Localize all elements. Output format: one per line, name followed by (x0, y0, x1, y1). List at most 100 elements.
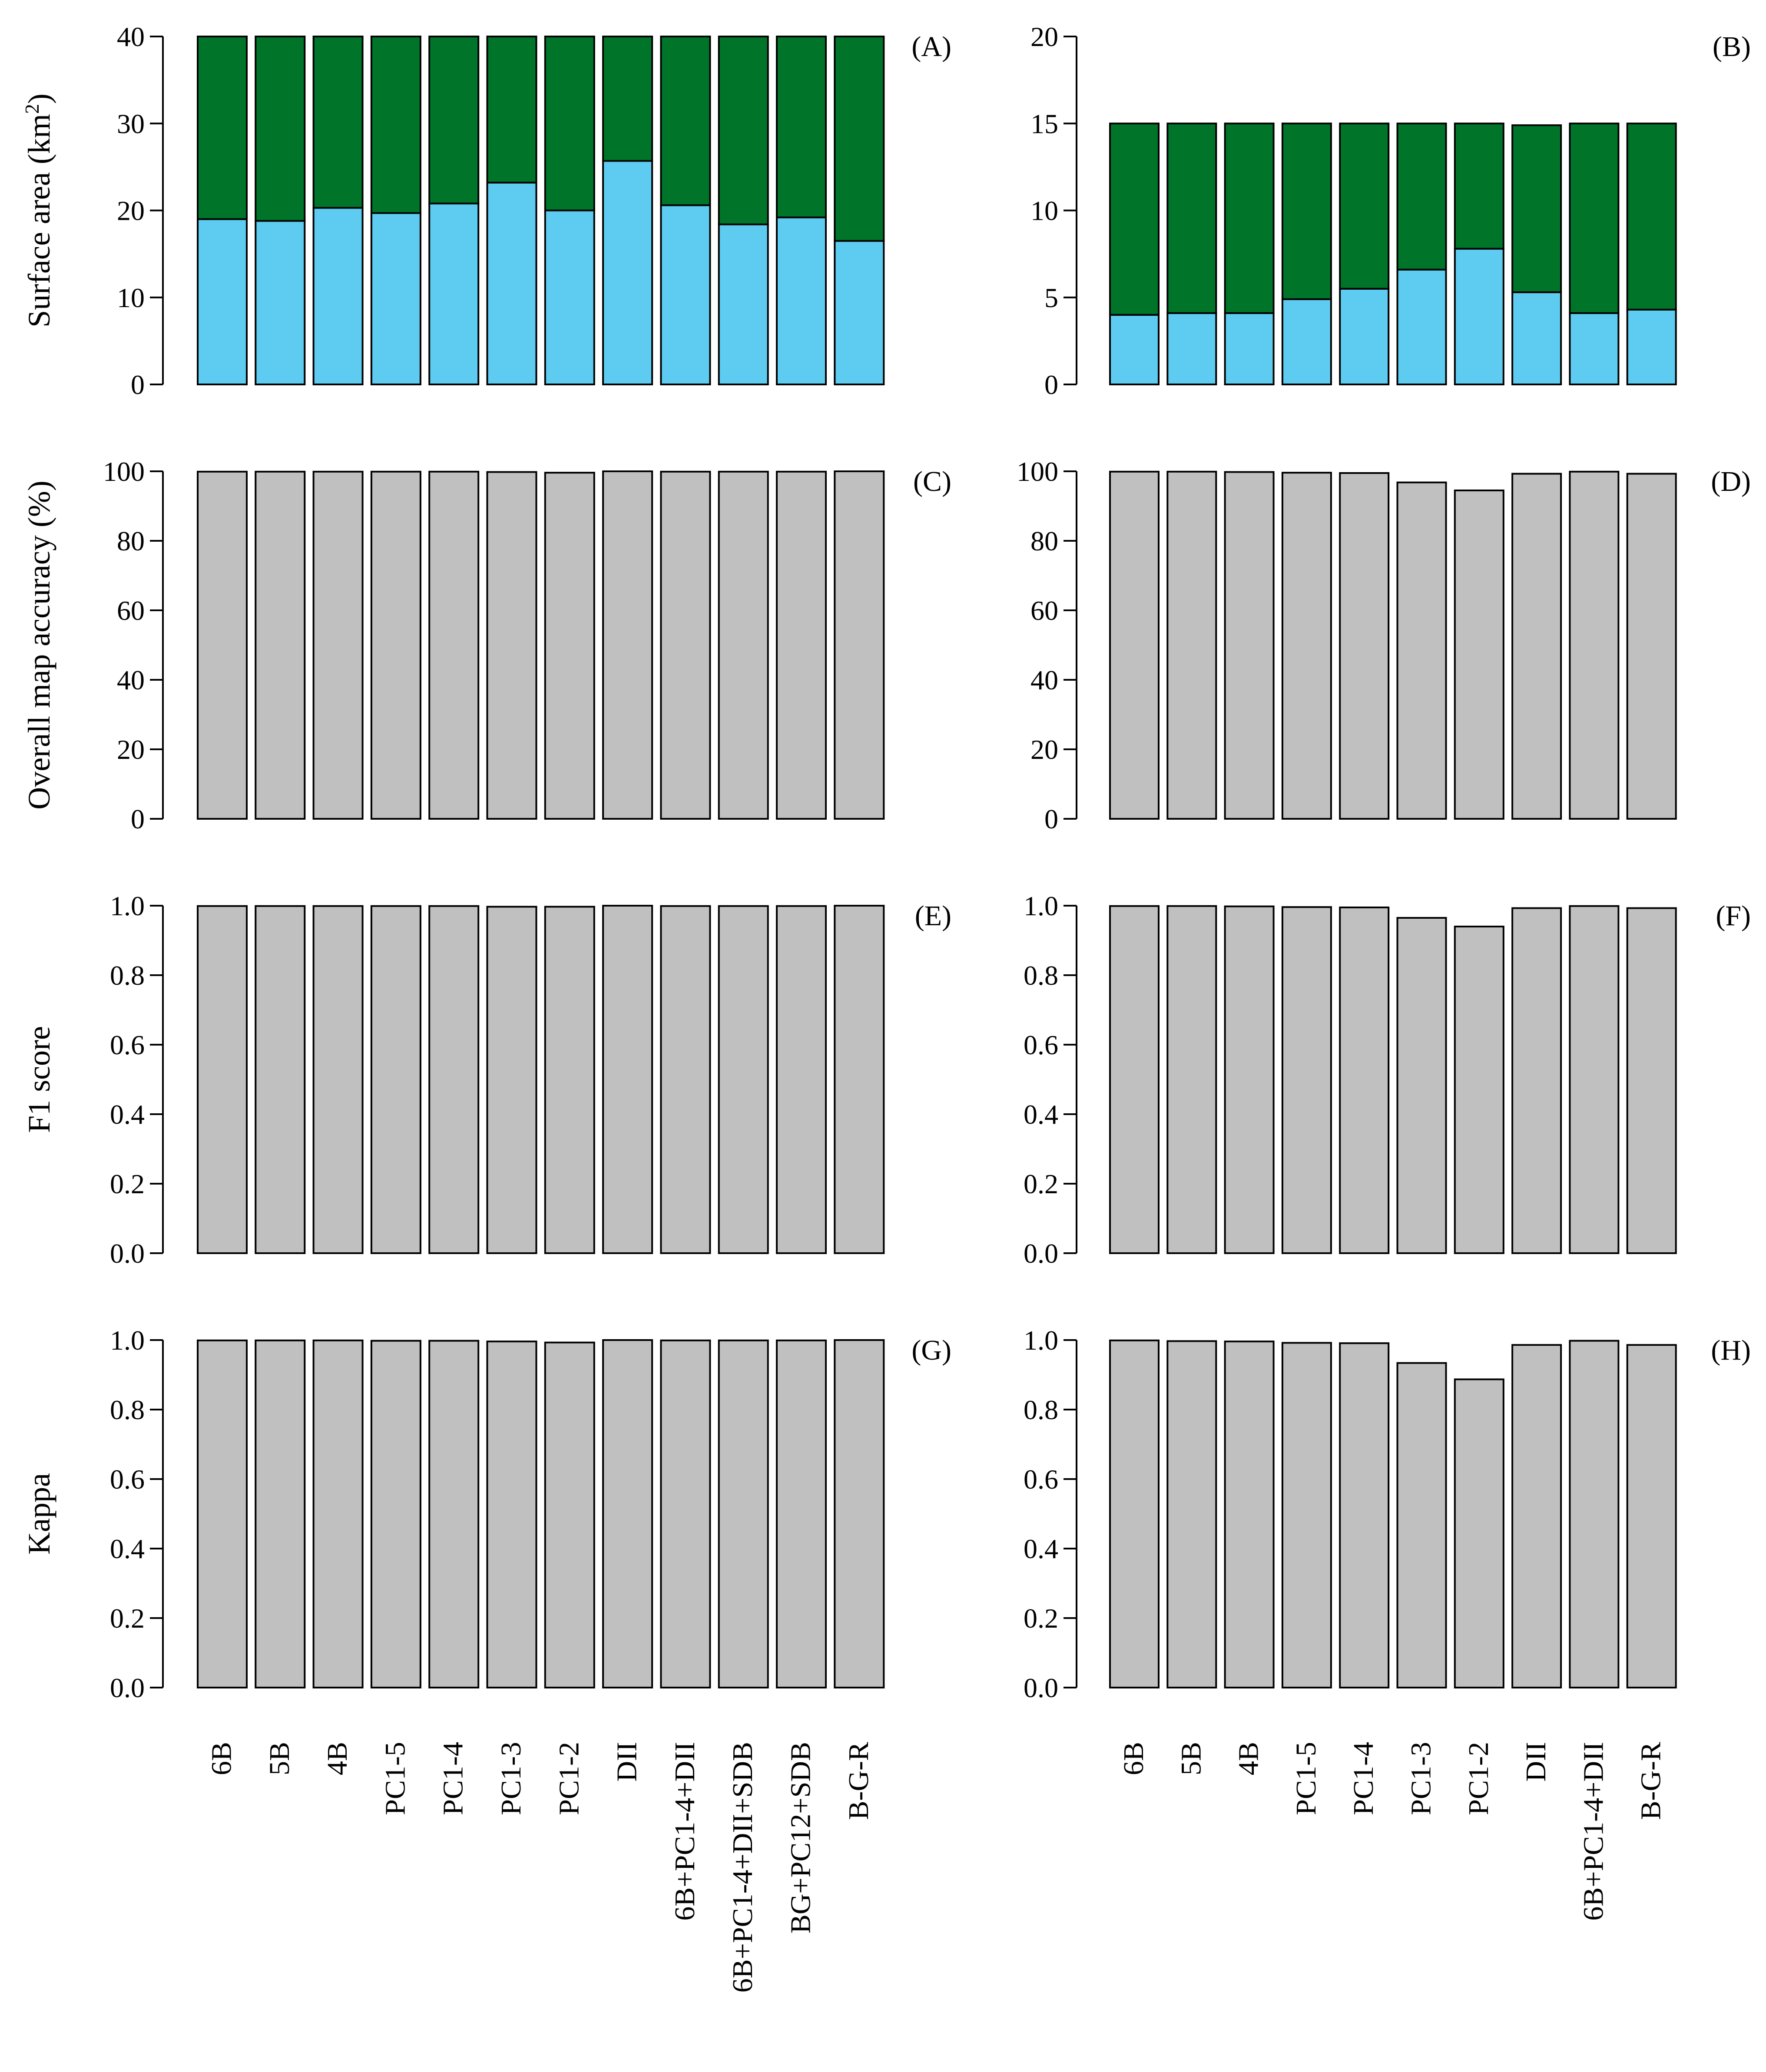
y-tick-label: 0 (1044, 804, 1058, 834)
y-tick-label: 0.4 (110, 1533, 145, 1564)
bar-water (486, 182, 537, 385)
panel-d: 0 20 40 60 80 100 (D) (1017, 456, 1751, 834)
y-tick-label: 40 (1030, 665, 1058, 695)
bar-accuracy (1281, 906, 1332, 1254)
category-label: PC1-3 (1405, 1742, 1437, 1815)
panel-f: 0.0 0.2 0.4 0.6 0.8 1.0 (F) (1024, 890, 1751, 1269)
bar-water (1281, 298, 1332, 385)
bar-accuracy (1454, 926, 1504, 1254)
bar-accuracy (776, 905, 827, 1254)
category-label: PC1-4 (437, 1742, 469, 1815)
y-tick-label: 20 (117, 734, 145, 765)
category-label: PC1-3 (495, 1742, 527, 1815)
y-tick-label: 40 (117, 21, 145, 52)
y-tick-label: 0.0 (110, 1238, 145, 1269)
bar-accuracy (1224, 1341, 1275, 1688)
panel-h: 0.0 0.2 0.4 0.6 0.8 1.0 (H) 6B 5B 4B PC1-5 PC1-4 PC1… (1024, 1325, 1751, 1921)
y-tick-label: 1.0 (110, 890, 145, 921)
bar-accuracy (544, 472, 595, 820)
category-label: B-G-R (1635, 1742, 1667, 1820)
y-tick-label: 0.4 (1024, 1099, 1058, 1130)
bar-vegetation (1626, 122, 1677, 311)
y-tick-label: 0.6 (110, 1029, 145, 1060)
y-tick-label: 0 (131, 804, 145, 834)
bar-accuracy (1396, 481, 1447, 820)
category-label: BG+PC12+SDB (785, 1742, 817, 1933)
y-axis-label: Overall map accuracy (%) (22, 480, 56, 810)
y-tick-label: 0.6 (1024, 1029, 1058, 1060)
bar-accuracy (255, 1339, 306, 1689)
y-tick-label: 0.0 (110, 1672, 145, 1703)
y-tick-label: 1.0 (110, 1325, 145, 1356)
panel-label: (A) (911, 31, 951, 63)
y-tick-label: 0.2 (1024, 1603, 1058, 1634)
y-tick-label: 0.6 (1024, 1464, 1058, 1495)
bar-accuracy (370, 905, 421, 1254)
bar-accuracy (718, 470, 769, 820)
y-tick-label: 0.2 (110, 1603, 145, 1634)
bar-accuracy (1454, 1378, 1504, 1688)
bar-accuracy (312, 905, 364, 1254)
bar-water (197, 218, 248, 385)
bar-accuracy (1396, 917, 1447, 1254)
bar-accuracy (370, 1340, 421, 1689)
bar-water (1569, 312, 1620, 385)
y-tick-label: 30 (117, 108, 145, 139)
bar-vegetation (1511, 124, 1562, 293)
y-tick-label: 80 (1030, 526, 1058, 556)
bar-accuracy (1569, 470, 1620, 820)
bar-accuracy (544, 1341, 595, 1689)
bar-accuracy (1224, 905, 1275, 1254)
y-tick-label: 0 (131, 369, 145, 400)
y-tick-label: 20 (1030, 734, 1058, 765)
bar-water (1109, 314, 1160, 385)
category-label: PC1-5 (1290, 1742, 1322, 1815)
panel-label: (E) (915, 900, 951, 932)
category-label: 6B+PC1-4+DII (669, 1742, 701, 1921)
bar-vegetation (255, 36, 306, 222)
bar-water (776, 216, 827, 385)
y-tick-label: 10 (117, 282, 145, 313)
bar-vegetation (718, 36, 769, 225)
bar-water (718, 223, 769, 385)
bar-vegetation (370, 36, 421, 214)
bar-vegetation (1396, 122, 1447, 271)
category-label: 5B (264, 1742, 295, 1775)
bar-vegetation (1454, 122, 1504, 250)
bar-accuracy (1396, 1362, 1447, 1689)
y-tick-label: 5 (1044, 282, 1058, 313)
panel-label: (D) (1711, 466, 1751, 497)
bar-accuracy (428, 905, 480, 1254)
bar-vegetation (776, 36, 827, 218)
bar-accuracy (312, 1339, 364, 1689)
bar-vegetation (602, 36, 653, 162)
bar-water (834, 240, 885, 386)
bar-water (1396, 268, 1447, 385)
panel-a: 0 10 20 30 40 Surface area (km2) (A) (21, 21, 952, 400)
bar-vegetation (1281, 122, 1332, 300)
bar-accuracy (197, 905, 248, 1254)
bar-vegetation (312, 36, 364, 209)
bar-accuracy (1511, 1344, 1562, 1688)
bar-accuracy (718, 1339, 769, 1689)
bar-accuracy (1109, 470, 1160, 820)
category-label: PC1-2 (1463, 1742, 1494, 1815)
y-axis-label: Surface area (km2) (21, 93, 57, 328)
bar-accuracy (776, 470, 827, 820)
bar-vegetation (1166, 122, 1217, 314)
y-tick-label: 0.2 (110, 1168, 145, 1199)
y-tick-label: 15 (1030, 108, 1058, 139)
y-tick-label: 0.4 (1024, 1533, 1058, 1564)
bar-vegetation (428, 36, 480, 205)
bar-water (660, 204, 711, 385)
bar-accuracy (602, 1339, 653, 1688)
panel-e: 0.0 0.2 0.4 0.6 0.8 1.0 F1 score (E) (22, 890, 951, 1269)
bar-accuracy (312, 470, 364, 820)
y-tick-label: 100 (1017, 456, 1058, 487)
bar-accuracy (1109, 905, 1160, 1254)
y-axis-label: Kappa (22, 1473, 56, 1555)
bar-accuracy (544, 906, 595, 1254)
y-tick-label: 0.0 (1024, 1238, 1058, 1269)
bar-accuracy (660, 470, 711, 820)
bar-accuracy (834, 905, 885, 1254)
